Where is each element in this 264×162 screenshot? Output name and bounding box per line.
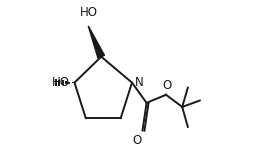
Text: HO: HO: [52, 76, 70, 89]
Text: HO: HO: [80, 6, 98, 19]
Polygon shape: [88, 26, 105, 58]
Text: N: N: [135, 76, 144, 89]
Text: O: O: [163, 79, 172, 92]
Text: O: O: [132, 134, 142, 147]
